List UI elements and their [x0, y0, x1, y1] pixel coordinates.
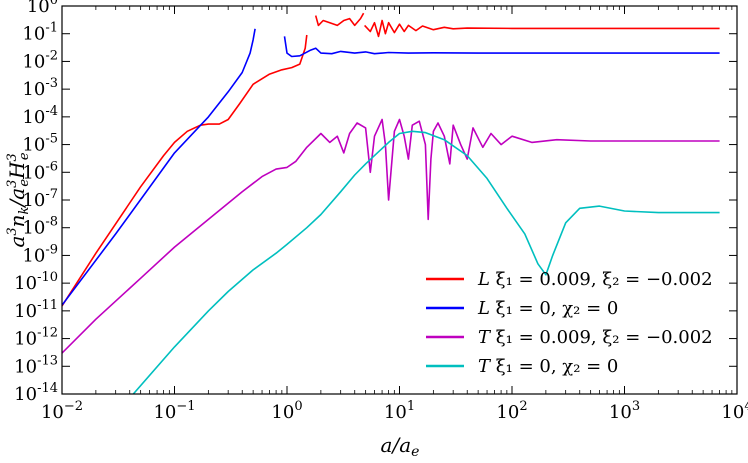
chart-series-layer	[62, 12, 720, 394]
legend-label: L ξ₁ = 0, χ₂ = 0	[477, 298, 618, 319]
x-tick-label: 101	[384, 399, 415, 423]
x-tick-label: 100	[271, 399, 302, 423]
y-tick-label: 10-1	[22, 21, 58, 45]
y-axis-label: a3nk/a3eH3e	[5, 152, 32, 247]
series-line-1-segment-2	[314, 12, 365, 27]
legend: L ξ₁ = 0.009, ξ₂ = −0.002 L ξ₁ = 0, χ₂ = …	[426, 269, 713, 377]
x-tick-label: 104	[721, 399, 748, 423]
y-tick-label: 10-6	[22, 159, 58, 183]
y-tick-label: 10-10	[14, 270, 58, 294]
x-axis-label: a/ae	[381, 433, 420, 460]
x-tick-label: 10−2	[41, 399, 83, 423]
x-tick-label: 103	[609, 399, 640, 423]
y-tick-label: 10-4	[22, 104, 58, 128]
y-tick-label: 10-14	[14, 381, 58, 405]
y-tick-label: 10-7	[22, 187, 58, 211]
x-axis: 10−2 10−1 100 101 102 103 104	[41, 6, 748, 423]
legend-label: T ξ₁ = 0.009, ξ₂ = −0.002	[478, 327, 713, 348]
y-tick-label: 10-13	[14, 353, 58, 377]
svg-text:a3nk/a3eH3e: a3nk/a3eH3e	[5, 152, 32, 247]
y-tick-label: 10-11	[14, 298, 58, 322]
y-tick-label: 100	[27, 0, 58, 17]
y-tick-label: 10-3	[22, 76, 58, 100]
legend-label: T ξ₁ = 0, χ₂ = 0	[478, 356, 618, 377]
series-line-1-segment-1	[62, 34, 308, 307]
legend-label: L ξ₁ = 0.009, ξ₂ = −0.002	[477, 269, 713, 290]
y-tick-label: 10-9	[22, 242, 58, 266]
series-line-4-segment-1	[132, 130, 720, 394]
y-tick-label: 10-12	[14, 326, 58, 350]
series-line-3-segment-1	[62, 118, 720, 354]
y-axis: 100 10-1 10-2 10-3 10-4 10-5 10-6 10-7 10-8 10-9 1…	[14, 0, 737, 405]
y-tick-label: 10-8	[22, 215, 58, 239]
series-line-2-segment-2	[283, 36, 720, 58]
y-tick-label: 10-5	[22, 132, 58, 156]
series-line-2-segment-1	[62, 28, 256, 306]
series-line-1-segment-3	[364, 19, 720, 38]
x-tick-label: 102	[496, 399, 527, 423]
y-tick-label: 10-2	[22, 48, 58, 72]
x-tick-label: 10−1	[153, 399, 195, 423]
